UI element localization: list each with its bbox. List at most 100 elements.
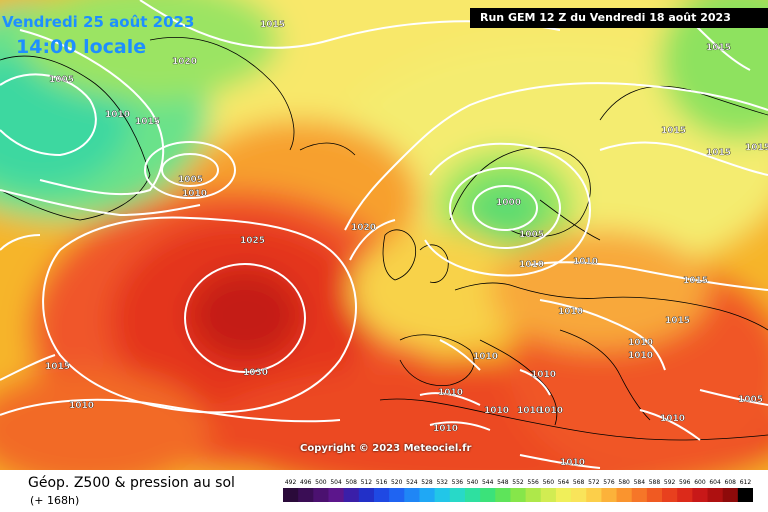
scale-swatch: [434, 488, 451, 502]
scale-swatch: [631, 488, 648, 502]
isobar-label: 1010: [628, 338, 653, 348]
scale-tick-label: 516: [376, 479, 388, 486]
isobar-label: 1010: [69, 401, 94, 411]
scale-swatch: [449, 488, 466, 502]
scale-swatch: [404, 488, 420, 502]
scale-tick-label: 580: [618, 479, 630, 486]
isobar-label: 1010: [105, 110, 130, 120]
isobar-label: 1020: [172, 57, 197, 67]
isobar-label: 1015: [706, 148, 731, 158]
scale-tick-label: 584: [634, 479, 646, 486]
scale-swatch: [540, 488, 557, 502]
isobar-label: 1010: [538, 406, 563, 416]
isobar-label: 1005: [519, 230, 544, 240]
scale-tick-label: 552: [512, 479, 524, 486]
scale-swatch: [419, 488, 436, 502]
scale-swatch: [616, 488, 633, 502]
scale-tick-label: 612: [740, 479, 752, 486]
scale-swatch: [464, 488, 481, 502]
isobar-label: 1030: [243, 368, 268, 378]
model-run-info: Run GEM 12 Z du Vendredi 18 août 2023: [470, 8, 768, 28]
isobar-label: 1010: [484, 406, 509, 416]
isobar-label: 1015: [135, 117, 160, 127]
coastlines: [0, 37, 768, 441]
isobar-label: 1010: [433, 424, 458, 434]
isobar-label: 1015: [683, 276, 708, 286]
scale-tick-label: 528: [421, 479, 433, 486]
isobar-label: 1015: [706, 43, 731, 53]
scale-tick-label: 600: [694, 479, 706, 486]
scale-tick-label: 492: [285, 479, 297, 486]
forecast-date: Vendredi 25 août 2023: [2, 13, 195, 31]
isobar-label: 1010: [573, 257, 598, 267]
legend-panel: Géop. Z500 & pression au sol (+ 168h) 49…: [0, 470, 768, 512]
scale-swatch: [555, 488, 572, 502]
scale-tick-label: 496: [300, 479, 312, 486]
scale-tick-label: 504: [330, 479, 342, 486]
scale-tick-label: 564: [558, 479, 570, 486]
geopotential-map: 1015 1020 1005 1010 1015 1005 1010 1025 1020 1030…: [0, 0, 768, 470]
scale-tick-label: 608: [725, 479, 737, 486]
isobar-label: 1005: [738, 395, 763, 405]
isobar-label: 1015: [45, 362, 70, 372]
scale-swatch: [571, 488, 587, 502]
scale-swatch: [662, 488, 678, 502]
scale-tick-label: 568: [573, 479, 585, 486]
scale-swatch: [298, 488, 314, 502]
isobar-label: 1010: [438, 388, 463, 398]
isobar-labels: 1015 1020 1005 1010 1015 1005 1010 1025 1020 1030…: [45, 20, 768, 468]
isobar-label: 1010: [628, 351, 653, 361]
isobar-label: 1015: [260, 20, 285, 30]
isobar-label: 1010: [531, 370, 556, 380]
scale-swatch: [480, 488, 496, 502]
scale-tick-label: 572: [588, 479, 600, 486]
scale-swatch: [495, 488, 511, 502]
scale-swatch: [677, 488, 693, 502]
scale-swatch: [737, 488, 753, 502]
scale-swatch: [601, 488, 618, 502]
scale-swatch: [313, 488, 329, 502]
isobar-label: 1000: [496, 198, 521, 208]
scale-swatch: [722, 488, 739, 502]
scale-swatch: [510, 488, 527, 502]
copyright-notice: Copyright © 2023 Meteociel.fr: [300, 443, 472, 454]
scale-swatch: [692, 488, 709, 502]
scale-swatch: [343, 488, 360, 502]
isobar-label: 1020: [351, 223, 376, 233]
scale-tick-label: 532: [436, 479, 448, 486]
isobar-label: 1010: [558, 307, 583, 317]
legend-subtitle: (+ 168h): [30, 494, 80, 507]
scale-tick-label: 576: [603, 479, 615, 486]
scale-tick-label: 592: [664, 479, 676, 486]
isobar-label: 1010: [517, 406, 542, 416]
color-scale: 492 496 500 504 508 512 516 520 524 528 532 536 540 5…: [283, 479, 753, 502]
scale-swatch: [707, 488, 724, 502]
forecast-local-time: 14:00 locale: [16, 36, 147, 58]
scale-swatch: [358, 488, 375, 502]
scale-tick-label: 508: [345, 479, 357, 486]
isobar-label: 1010: [182, 189, 207, 199]
scale-tick-label: 604: [709, 479, 721, 486]
scale-tick-label: 556: [527, 479, 539, 486]
isobar-label: 1005: [49, 75, 74, 85]
isobar-label: 1015: [745, 143, 768, 153]
isobar-label: 1015: [665, 316, 690, 326]
isobar-label: 1015: [661, 126, 686, 136]
scale-tick-label: 596: [679, 479, 691, 486]
scale-swatch: [389, 488, 405, 502]
isobar-label: 1010: [519, 260, 544, 270]
scale-swatch: [646, 488, 663, 502]
scale-tick-label: 548: [497, 479, 509, 486]
scale-swatch: [373, 488, 390, 502]
scale-tick-label: 588: [649, 479, 661, 486]
scale-swatch: [525, 488, 542, 502]
scale-tick-label: 520: [391, 479, 403, 486]
scale-swatch: [586, 488, 602, 502]
scale-tick-label: 540: [467, 479, 479, 486]
isobar-label: 1010: [660, 414, 685, 424]
scale-tick-label: 524: [406, 479, 418, 486]
scale-tick-label: 544: [482, 479, 494, 486]
isobar-label: 1025: [240, 236, 265, 246]
isobar-label: 1010: [560, 458, 585, 468]
